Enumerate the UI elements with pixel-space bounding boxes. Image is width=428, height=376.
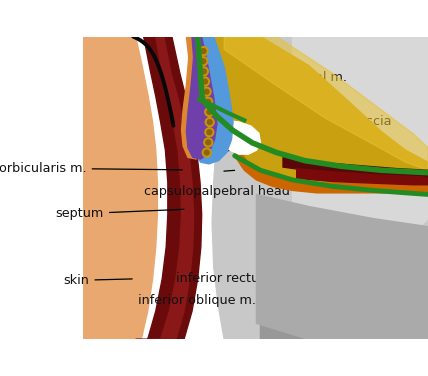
Circle shape <box>201 59 206 64</box>
Text: capsulopalpebral fascia: capsulopalpebral fascia <box>224 158 392 171</box>
Circle shape <box>199 57 208 66</box>
Circle shape <box>207 130 212 135</box>
Polygon shape <box>148 36 193 340</box>
Text: capsulopalpebral head: capsulopalpebral head <box>144 185 322 197</box>
Circle shape <box>199 47 208 56</box>
Text: tarsus: tarsus <box>198 50 280 69</box>
Text: conjunctival fornix: conjunctival fornix <box>208 136 358 153</box>
Text: conjunctiva: conjunctiva <box>188 91 314 115</box>
Circle shape <box>204 138 213 147</box>
Circle shape <box>207 109 212 114</box>
Polygon shape <box>200 36 428 340</box>
Circle shape <box>204 150 209 155</box>
Text: orbicularis m.: orbicularis m. <box>0 162 182 175</box>
Circle shape <box>202 148 211 157</box>
Polygon shape <box>186 36 428 193</box>
Polygon shape <box>283 158 428 178</box>
Text: inferior oblique m.: inferior oblique m. <box>138 294 294 306</box>
Circle shape <box>199 67 208 76</box>
Circle shape <box>206 99 211 104</box>
Text: inferior rectus m.: inferior rectus m. <box>176 267 363 285</box>
Circle shape <box>201 77 209 86</box>
Text: skin: skin <box>64 274 132 287</box>
Circle shape <box>204 89 209 94</box>
Polygon shape <box>136 36 202 340</box>
Circle shape <box>202 79 208 84</box>
Circle shape <box>205 108 214 117</box>
Circle shape <box>205 118 214 127</box>
Circle shape <box>202 69 206 74</box>
Polygon shape <box>202 98 261 154</box>
Polygon shape <box>83 36 158 340</box>
Polygon shape <box>297 169 428 185</box>
Circle shape <box>204 97 213 106</box>
Polygon shape <box>224 36 428 170</box>
Text: septum: septum <box>56 207 184 220</box>
Polygon shape <box>193 36 233 164</box>
Polygon shape <box>208 36 428 182</box>
Circle shape <box>206 140 211 145</box>
Polygon shape <box>181 36 213 159</box>
Circle shape <box>205 128 214 137</box>
Text: capsulopalpebral fascia: capsulopalpebral fascia <box>203 115 392 133</box>
Polygon shape <box>293 36 428 283</box>
Circle shape <box>207 120 212 124</box>
Text: inferior tarsal m.: inferior tarsal m. <box>195 71 347 97</box>
Polygon shape <box>261 243 428 340</box>
Polygon shape <box>186 36 217 159</box>
Circle shape <box>201 49 206 53</box>
Circle shape <box>202 87 211 96</box>
Polygon shape <box>256 194 428 340</box>
